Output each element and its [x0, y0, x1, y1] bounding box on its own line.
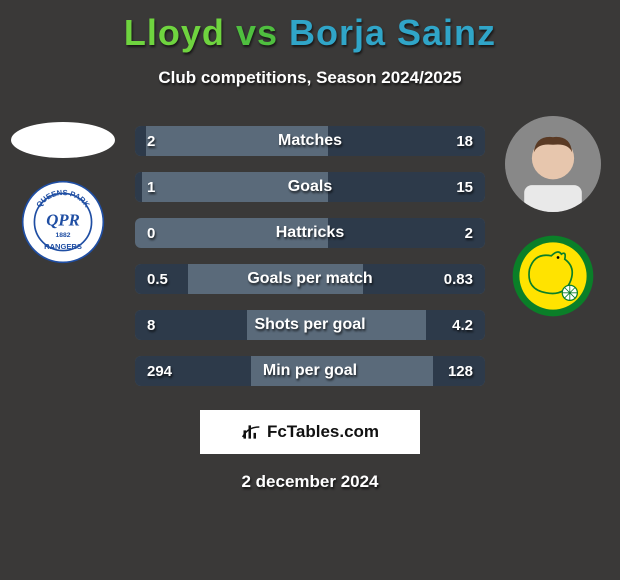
player2-photo	[505, 116, 601, 212]
norwich-badge-svg	[511, 228, 595, 324]
stat-label: Hattricks	[135, 218, 485, 248]
stat-rows: 218Matches 115Goals 02Hattricks 0.50.83Goal…	[135, 126, 485, 386]
brand-icon	[241, 422, 261, 442]
qpr-badge-svg: QUEENS PARK RANGERS QPR 1882	[21, 180, 105, 264]
stat-row: 0.50.83Goals per match	[135, 264, 485, 294]
stat-row: 294128Min per goal	[135, 356, 485, 386]
subtitle: Club competitions, Season 2024/2025	[0, 68, 620, 88]
player1-club-badge: QUEENS PARK RANGERS QPR 1882	[21, 180, 105, 264]
title-vs: vs	[236, 12, 278, 53]
stat-row: 115Goals	[135, 172, 485, 202]
stat-row: 84.2Shots per goal	[135, 310, 485, 340]
svg-text:QPR: QPR	[46, 210, 80, 229]
brand-text: FcTables.com	[267, 422, 379, 442]
date-text: 2 december 2024	[0, 472, 620, 492]
stat-label: Goals per match	[135, 264, 485, 294]
stat-label: Matches	[135, 126, 485, 156]
stat-label: Min per goal	[135, 356, 485, 386]
svg-text:RANGERS: RANGERS	[44, 242, 82, 251]
stat-label: Shots per goal	[135, 310, 485, 340]
player2-club-badge	[511, 234, 595, 318]
stat-row: 218Matches	[135, 126, 485, 156]
content-area: QUEENS PARK RANGERS QPR 1882	[0, 126, 620, 492]
title-player1: Lloyd	[124, 12, 225, 53]
page-title: Lloyd vs Borja Sainz	[0, 0, 620, 54]
right-player-column	[498, 116, 608, 318]
player1-photo-placeholder	[11, 122, 115, 158]
title-player2: Borja Sainz	[289, 12, 496, 53]
brand-box: FcTables.com	[200, 410, 420, 454]
left-player-column: QUEENS PARK RANGERS QPR 1882	[8, 116, 118, 264]
svg-text:1882: 1882	[56, 232, 71, 239]
stat-row: 02Hattricks	[135, 218, 485, 248]
stat-label: Goals	[135, 172, 485, 202]
